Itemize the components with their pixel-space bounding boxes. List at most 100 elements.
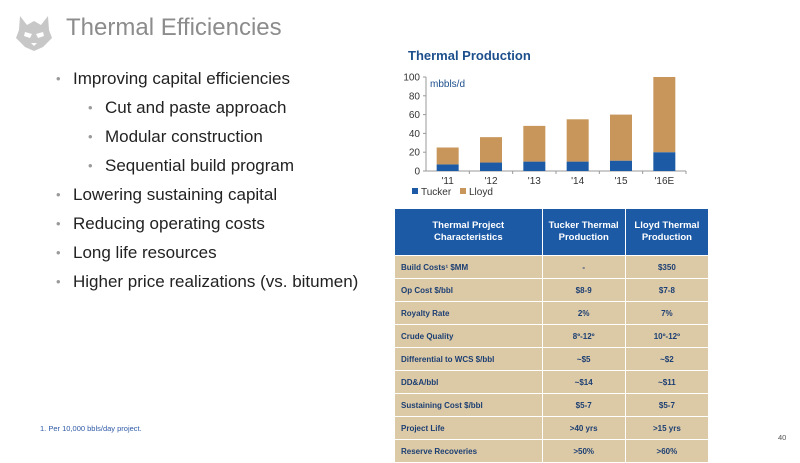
table-cell: 7%	[624, 301, 710, 325]
table-cell: ~$14	[541, 370, 626, 394]
bullet-dot-icon: •	[88, 158, 93, 173]
table-cell: $350	[624, 255, 710, 279]
legend-swatch-tucker	[412, 188, 418, 194]
bullet-dot-icon: •	[56, 245, 61, 260]
table-cell: 10º-12º	[624, 324, 710, 348]
y-tick-label: 60	[409, 110, 421, 121]
husky-dog-icon	[16, 16, 52, 51]
table-row-label: DD&A/bbl	[394, 370, 543, 394]
bullet-item: • Higher price realizations (vs. bitumen)	[56, 267, 396, 296]
bar-tucker-4	[610, 160, 632, 171]
table-row: Royalty Rate 2% 7%	[394, 301, 710, 325]
table-cell: ~$11	[624, 370, 710, 394]
y-tick-label: 100	[403, 73, 420, 84]
table-cell: >15 yrs	[624, 416, 710, 440]
bullet-item: • Reducing operating costs	[56, 209, 396, 238]
table-row: Reserve Recoveries >50% >60%	[394, 439, 710, 463]
table-row: Build Costs¹ $MM - $350	[394, 255, 710, 279]
table-row-label: Op Cost $/bbl	[394, 278, 543, 302]
bar-tucker-3	[566, 161, 589, 171]
thermal-characteristics-table: Thermal Project Characteristics Tucker Th…	[394, 208, 710, 463]
bullet-text: Cut and paste approach	[105, 97, 287, 117]
table-row-label: Differential to WCS $/bbl	[394, 347, 543, 371]
bullet-text: Long life resources	[73, 242, 217, 262]
bullet-item: • Long life resources	[56, 238, 396, 267]
bullet-dot-icon: •	[88, 100, 93, 115]
table-row-label: Crude Quality	[394, 324, 543, 348]
table-cell: $7-8	[624, 278, 710, 302]
table-cell: $5-7	[624, 393, 710, 417]
bullet-text: Sequential build program	[105, 155, 295, 175]
table-row: Sustaining Cost $/bbl $5-7 $5-7	[394, 393, 710, 417]
thermal-production-chart: 0 20 40 60 80 100 mbbls/d '11 '12 '13 '14 '15 '16E Tu…	[403, 73, 687, 198]
page-title: Thermal Efficiencies	[66, 14, 282, 41]
bullet-dot-icon: •	[56, 187, 61, 202]
legend-label: Tucker	[421, 187, 452, 198]
table-cell: ~$2	[624, 347, 710, 371]
bullet-dot-icon: •	[56, 216, 61, 231]
bullet-dot-icon: •	[56, 71, 61, 86]
bullet-text: Reducing operating costs	[73, 213, 265, 233]
bullet-text: Modular construction	[105, 126, 263, 146]
bar-lloyd-5	[653, 77, 676, 153]
table-row-label: Build Costs¹ $MM	[394, 255, 543, 279]
table-header-cell: Tucker Thermal Production	[541, 208, 626, 256]
bullet-item: • Improving capital efficiencies	[56, 64, 396, 93]
bar-lloyd-3	[566, 119, 589, 162]
table-cell: 2%	[541, 301, 626, 325]
bullet-item: • Lowering sustaining capital	[56, 180, 396, 209]
bullet-list: • Improving capital efficiencies • Cut and …	[56, 64, 396, 296]
chart-title: Thermal Production	[408, 48, 531, 63]
bar-lloyd-1	[480, 137, 502, 163]
table-row-label: Reserve Recoveries	[394, 439, 543, 463]
table-cell: ~$5	[541, 347, 626, 371]
table-cell: $8-9	[541, 278, 626, 302]
table-row: Differential to WCS $/bbl ~$5 ~$2	[394, 347, 710, 371]
legend-label: Lloyd	[469, 187, 493, 198]
sub-bullet-item: • Sequential build program	[56, 151, 396, 180]
y-tick-label: 80	[409, 91, 421, 102]
table-cell: >40 yrs	[541, 416, 626, 440]
bullet-text: Higher price realizations (vs. bitumen)	[73, 271, 359, 291]
table-row-label: Project Life	[394, 416, 543, 440]
bar-tucker-2	[523, 161, 546, 171]
x-tick-label: '16E	[654, 176, 674, 187]
table-header-row: Thermal Project Characteristics Tucker Th…	[394, 208, 710, 256]
table-row-label: Sustaining Cost $/bbl	[394, 393, 543, 417]
bar-lloyd-0	[436, 147, 459, 165]
bar-lloyd-4	[610, 114, 632, 161]
table-row: DD&A/bbl ~$14 ~$11	[394, 370, 710, 394]
sub-bullet-item: • Modular construction	[56, 122, 396, 151]
bullet-dot-icon: •	[88, 129, 93, 144]
table-row-label: Royalty Rate	[394, 301, 543, 325]
table-cell: -	[541, 255, 626, 279]
table-cell: >50%	[541, 439, 626, 463]
y-tick-label: 0	[414, 167, 420, 178]
legend-swatch-lloyd	[460, 188, 466, 194]
x-tick-label: '15	[614, 176, 627, 187]
x-tick-label: '14	[571, 176, 584, 187]
sub-bullet-item: • Cut and paste approach	[56, 93, 396, 122]
table-row: Project Life >40 yrs >15 yrs	[394, 416, 710, 440]
unit-label: mbbls/d	[430, 79, 465, 90]
table-row: Crude Quality 8º-12º 10º-12º	[394, 324, 710, 348]
y-tick-label: 40	[409, 129, 421, 140]
table-header-cell: Thermal Project Characteristics	[394, 208, 543, 256]
table-cell: 8º-12º	[541, 324, 626, 348]
y-tick-label: 20	[409, 148, 421, 159]
table-row: Op Cost $/bbl $8-9 $7-8	[394, 278, 710, 302]
bullet-dot-icon: •	[56, 274, 61, 289]
bar-lloyd-2	[523, 125, 546, 162]
table-header-cell: Lloyd Thermal Production	[624, 208, 710, 256]
table-cell: $5-7	[541, 393, 626, 417]
bar-tucker-0	[436, 164, 459, 171]
x-tick-label: '13	[528, 176, 541, 187]
bullet-text: Improving capital efficiencies	[73, 68, 291, 88]
x-tick-label: '11	[442, 176, 455, 187]
table-cell: >60%	[624, 439, 710, 463]
bar-tucker-1	[480, 162, 502, 171]
footnote: 1. Per 10,000 bbls/day project.	[40, 424, 142, 433]
x-tick-label: '12	[484, 176, 497, 187]
bar-tucker-5	[653, 152, 676, 171]
page-number: 40	[778, 433, 787, 442]
